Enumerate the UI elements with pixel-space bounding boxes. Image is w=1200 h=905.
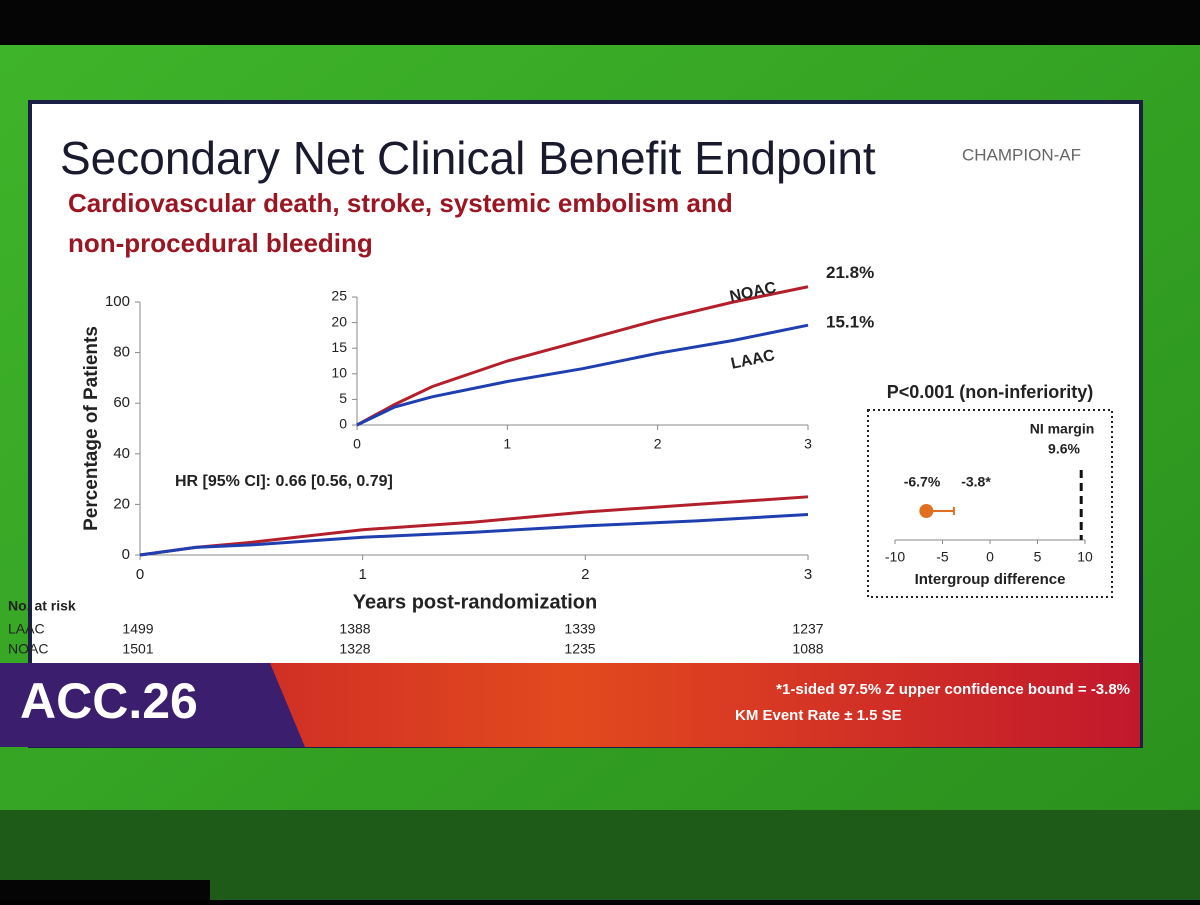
x-tick-label: 2 [654,436,662,452]
x-tick-label: -5 [936,549,949,565]
upper-label: -3.8* [961,474,991,490]
risk-count: 1328 [339,641,370,657]
subtitle: Cardiovascular death, stroke, systemic e… [68,188,733,218]
y-tick-label: 60 [113,394,130,411]
y-tick-label: 0 [339,416,347,432]
end-label: 15.1% [826,313,874,332]
brand-block [0,663,305,747]
footnote: KM Event Rate ± 1.5 SE [735,707,902,724]
slide-title: Secondary Net Clinical Benefit Endpoint [60,132,876,184]
risk-label: LAAC [8,621,45,637]
risk-count: 1388 [339,621,370,637]
y-tick-label: 20 [113,495,130,512]
x-tick-label: 0 [136,566,144,583]
x-tick-label: 10 [1077,549,1093,565]
km-curve [356,323,809,427]
estimate-label: -6.7% [904,474,941,490]
y-tick-label: 0 [122,546,130,563]
y-tick-label: 15 [331,339,347,355]
risk-count: 1088 [792,641,823,657]
y-tick-label: 25 [331,288,347,304]
risk-count: 1339 [564,621,595,637]
end-label: 21.8% [826,263,874,282]
x-tick-label: 3 [804,566,812,583]
km-curve [356,285,809,427]
risk-count: 1237 [792,621,823,637]
ni-margin-value: 9.6% [1048,441,1080,457]
forest-box [867,409,1113,598]
x-tick-label: 0 [986,549,994,565]
risk-label: NOAC [8,641,48,657]
y-tick-label: 40 [113,445,130,462]
forest-title: P<0.001 (non-inferiority) [887,382,1094,402]
x-tick-label: 1 [503,436,511,452]
slide [32,104,1139,664]
y-tick-label: 10 [331,365,347,381]
subtitle: non-procedural bleeding [68,228,373,258]
y-axis-label: Percentage of Patients [81,326,102,531]
ceiling [0,0,1200,45]
y-tick-label: 100 [105,293,130,310]
brand: ACC.26 [20,673,198,729]
y-tick-label: 80 [113,344,130,361]
risk-count: 1235 [564,641,595,657]
km-curve [139,513,809,557]
x-tick-label: 1 [358,566,366,583]
x-tick-label: 3 [804,436,812,452]
annotation: HR [95% CI]: 0.66 [0.56, 0.79] [175,473,393,490]
x-tick-label: 0 [353,436,361,452]
risk-count: 1501 [122,641,153,657]
x-tick-label: 2 [581,566,589,583]
estimate [919,504,934,518]
y-tick-label: 5 [339,390,347,406]
risk-count: 1499 [122,621,153,637]
y-tick-label: 20 [331,313,347,329]
risk-header: No. at risk [8,598,76,614]
x-tick-label: -10 [885,549,905,565]
logo: CHAMPION-AF [962,145,1081,164]
x-axis-label: Years post-randomization [353,591,598,613]
stage-edge [0,880,210,900]
footnote: *1-sided 97.5% Z upper confidence bound … [776,681,1130,698]
x-tick-label: 5 [1034,549,1042,565]
x-axis-label: Intergroup difference [915,571,1066,588]
ni-margin-label: NI margin [1030,421,1095,437]
